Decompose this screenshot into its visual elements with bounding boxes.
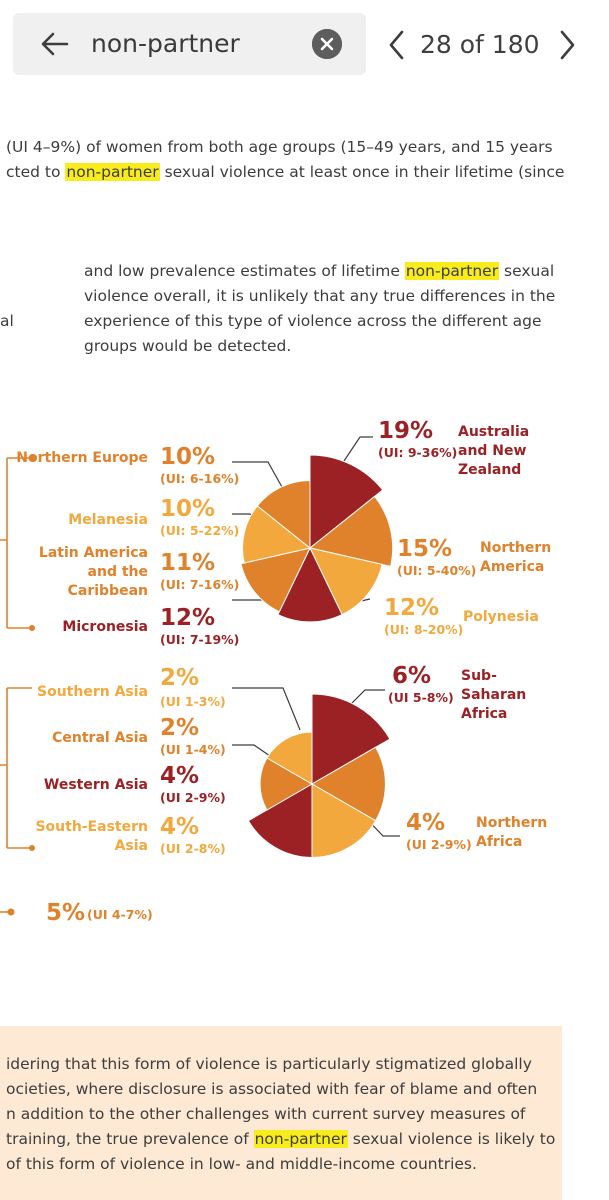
value-polynesia: 12% (384, 595, 440, 621)
value-micronesia: 12% (160, 605, 216, 631)
ui-polynesia: (UI: 8-20%) (384, 622, 464, 637)
callout-line-2: ocieties, where disclosure is associated… (6, 1080, 538, 1098)
pie-slice-western-asia (247, 783, 313, 859)
search-match-highlight[interactable]: non-partner (404, 262, 500, 280)
ui-australia-nz: (UI: 9-36%) (378, 445, 458, 460)
pie-slice-micronesia (277, 546, 343, 623)
ui-northern-america: (UI: 5-40%) (397, 563, 477, 578)
bottom-bullet (0, 908, 15, 916)
ui-south-eastern-asia: (UI 2-8%) (160, 841, 226, 856)
label-south-eastern-asia: South-Eastern Asia (35, 819, 148, 854)
pie-slice-southern-asia (266, 731, 313, 785)
value-southern-asia: 2% (160, 665, 200, 691)
pie-slice-polynesia (309, 547, 383, 616)
label-central-asia: Central Asia (52, 730, 148, 746)
pie-slice-central-asia (259, 757, 313, 811)
body-line-1: and low prevalence estimates of lifetime… (84, 262, 555, 280)
arrow-left-icon[interactable] (37, 26, 73, 62)
body-line-4: groups would be detected. (84, 337, 292, 355)
label-western-asia: Western Asia (43, 777, 148, 793)
value-latin-america: 11% (160, 550, 216, 576)
intro-line-1: (UI 4–9%) of women from both age groups … (6, 138, 553, 156)
pie-slice-northern-america (308, 495, 394, 567)
label-northern-america: Northern America (480, 540, 552, 575)
callout-line-3: n addition to the other challenges with … (6, 1105, 526, 1123)
label-sub-saharan-africa: Sub-Saharan Africa (461, 668, 527, 722)
bottom-percent: 5% (46, 900, 86, 926)
search-match-highlight[interactable]: non-partner (253, 1130, 348, 1148)
bottom-ui: (UI 4-7%) (87, 907, 153, 922)
search-input[interactable]: non-partner (91, 29, 240, 58)
ui-northern-europe: (UI: 6-16%) (160, 471, 240, 486)
close-circle-icon[interactable] (312, 29, 342, 59)
pie-chart-oceania-americas-europe (240, 454, 394, 623)
label-micronesia: Micronesia (62, 619, 148, 635)
body-line-3: experience of this type of violence acro… (84, 312, 542, 330)
value-australia-nz: 19% (378, 418, 434, 444)
value-western-asia: 4% (160, 763, 200, 789)
ui-central-asia: (UI 1-4%) (160, 742, 226, 757)
body-left-fragment: al (0, 312, 14, 330)
pie-slice-sub-saharan-africa (311, 693, 391, 785)
callout-line-5: of this form of violence in low- and mid… (6, 1155, 477, 1173)
ui-sub-saharan-africa: (UI 5-8%) (388, 690, 454, 705)
pie-slice-melanesia (242, 505, 312, 564)
callout-line-1: idering that this form of violence is pa… (6, 1055, 532, 1073)
search-match-highlight[interactable]: non-partner (65, 163, 160, 181)
value-northern-africa: 4% (406, 810, 446, 836)
label-northern-europe: Northern Europe (16, 450, 148, 466)
bracket-group-1 (0, 455, 35, 631)
pie-slice-northern-africa (310, 746, 386, 822)
label-melanesia: Melanesia (68, 512, 148, 528)
chevron-right-icon[interactable] (553, 28, 581, 62)
callout-box (0, 1026, 562, 1200)
ui-western-asia: (UI 2-9%) (160, 790, 226, 805)
ui-latin-america: (UI: 7-16%) (160, 577, 240, 592)
pie-slice-south-eastern-asia (311, 783, 377, 859)
value-melanesia: 10% (160, 496, 216, 522)
match-counter: 28 of 180 (420, 30, 540, 59)
pie-chart-africa-asia (247, 693, 391, 859)
ui-micronesia: (UI: 7-19%) (160, 632, 240, 647)
ui-melanesia: (UI: 5-22%) (160, 523, 240, 538)
bracket-group-2 (0, 687, 35, 851)
intro-line-2: cted to non-partner sexual violence at l… (6, 163, 565, 181)
label-latin-america: Latin America and the Caribbean (38, 545, 148, 599)
body-line-2: violence overall, it is unlikely that an… (84, 287, 556, 305)
ui-southern-asia: (UI 1-3%) (160, 694, 226, 709)
value-south-eastern-asia: 4% (160, 814, 200, 840)
value-northern-europe: 10% (160, 444, 216, 470)
pie-slice-latin-america-and-the-caribbean (240, 547, 311, 613)
ui-northern-africa: (UI 2-9%) (406, 837, 472, 852)
label-northern-africa: Northern Africa (476, 815, 548, 850)
callout-line-4: training, the true prevalence of non-par… (6, 1130, 556, 1148)
chevron-left-icon[interactable] (383, 28, 411, 62)
value-sub-saharan-africa: 6% (392, 663, 432, 689)
label-australia-nz: Australia and New Zealand (458, 424, 530, 478)
label-polynesia: Polynesia (463, 609, 539, 625)
pie-slice-australia-and-new-zealand (309, 454, 384, 550)
pie-slice-northern-europe (256, 479, 311, 550)
value-northern-america: 15% (397, 536, 453, 562)
find-in-page-bar: non-partner 28 of 180 (0, 0, 609, 92)
label-southern-asia: Southern Asia (37, 684, 148, 700)
value-central-asia: 2% (160, 715, 200, 741)
search-box[interactable]: non-partner (13, 13, 366, 75)
